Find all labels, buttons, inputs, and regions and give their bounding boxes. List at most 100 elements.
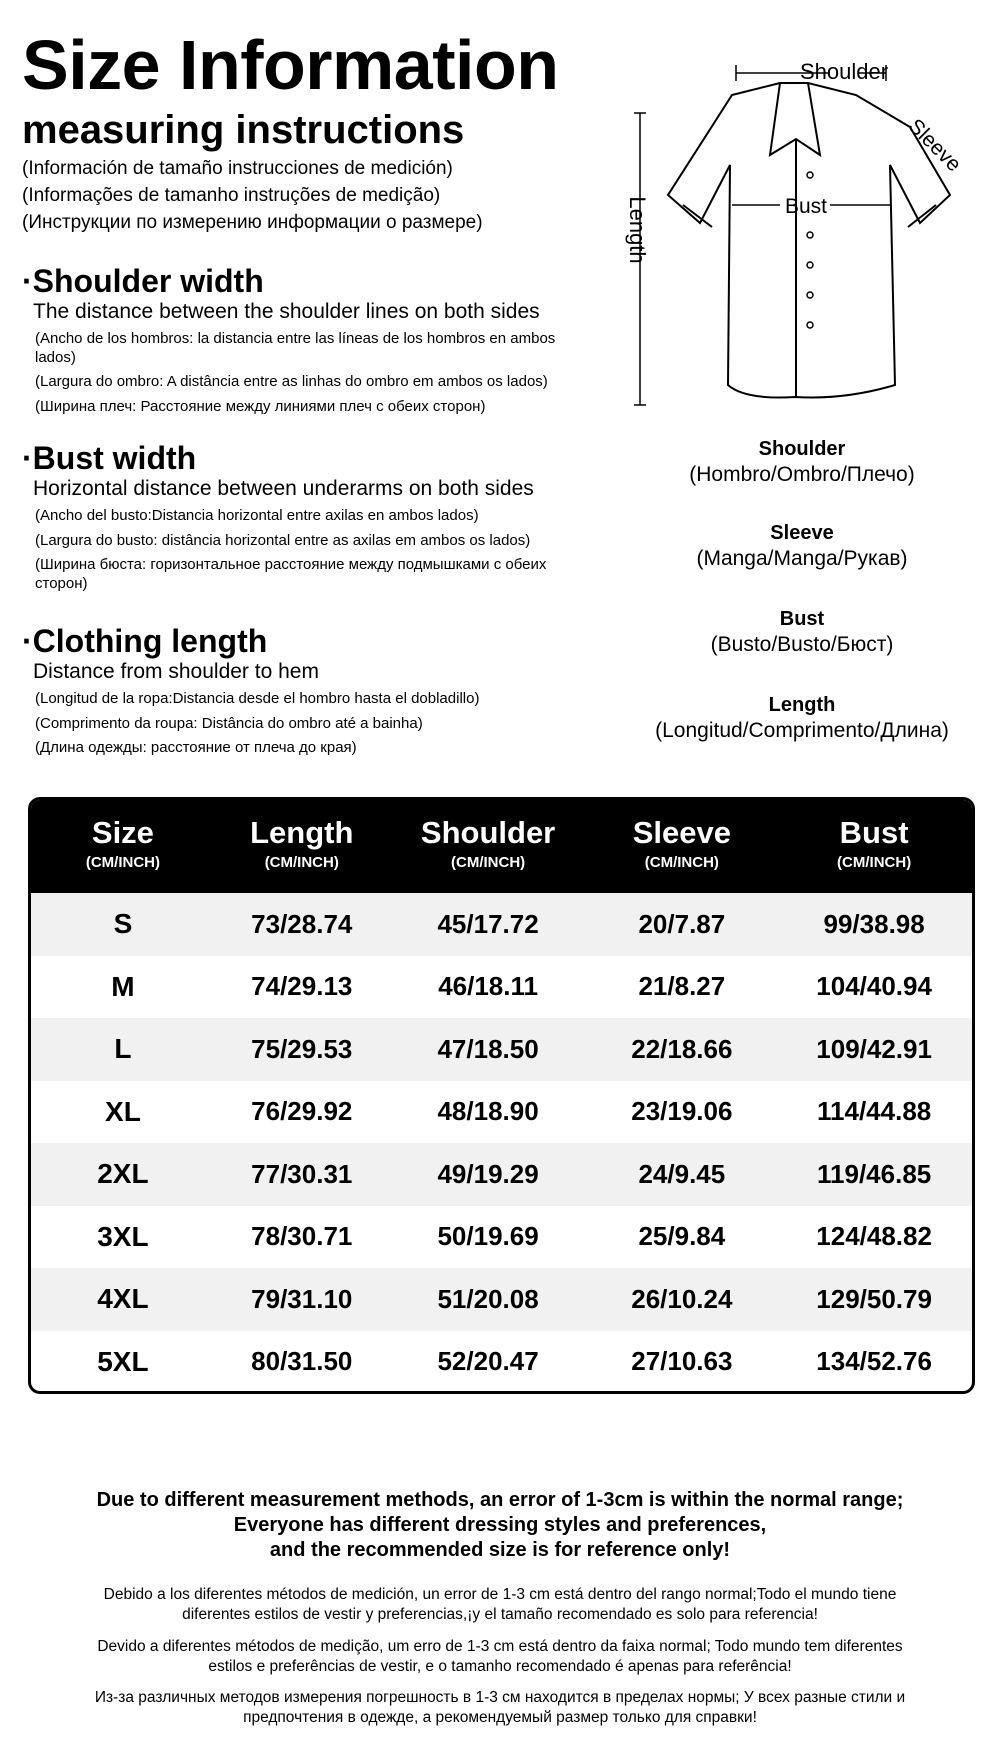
legend-name: Length xyxy=(768,694,836,716)
table-cell: 20/7.87 xyxy=(638,908,726,939)
page-subtitle: measuring instructions xyxy=(22,108,465,152)
table-cell: 49/19.29 xyxy=(437,1158,539,1189)
column-unit: (CM/INCH) xyxy=(644,854,719,872)
legend-length: Length (Longitud/Comprimento/Длина) xyxy=(632,694,972,743)
disclaimer-es: Debido a los diferentes métodos de medic… xyxy=(103,1586,897,1624)
disclaimer-line: Everyone has different dressing styles a… xyxy=(233,1514,767,1536)
column-title: Sleeve xyxy=(632,815,731,850)
disclaimer-line: Due to different measurement methods, an… xyxy=(96,1489,904,1511)
section-shoulder-width: ·Shoulder width The distance between the… xyxy=(22,263,582,417)
table-body: S 73/28.74 45/17.72 20/7.87 99/38.98 M 74/29.1… xyxy=(31,893,972,1392)
column-title: Bust xyxy=(839,815,909,850)
disclaimer-line: and the recommended size is for referenc… xyxy=(269,1539,731,1561)
column-title: Shoulder xyxy=(420,815,556,850)
legend-translation: (Busto/Busto/Бюст) xyxy=(710,633,894,656)
disclaimer-ru: Из-за различных методов измерения погреш… xyxy=(94,1689,906,1727)
table-cell: 99/38.98 xyxy=(823,908,925,939)
table-cell: 73/28.74 xyxy=(251,908,353,939)
column-header-bust: Bust (CM/INCH) xyxy=(776,800,972,893)
table-cell: 104/40.94 xyxy=(816,971,932,1002)
disclaimer: Due to different measurement methods, an… xyxy=(0,1488,1000,1563)
section-description: The distance between the shoulder lines … xyxy=(33,299,540,323)
table-row: M 74/29.13 46/18.11 21/8.27 104/40.94 xyxy=(31,956,972,1019)
column-header-sleeve: Sleeve (CM/INCH) xyxy=(587,800,776,893)
column-title: Length xyxy=(250,815,354,850)
table-cell: M xyxy=(111,970,135,1002)
section-translation: (Ширина плеч: Расстояние между линиями п… xyxy=(35,398,486,416)
column-header-size: Size (CM/INCH) xyxy=(31,800,215,893)
table-cell: XL xyxy=(105,1095,141,1127)
legend-translation: (Hombro/Ombro/Плечо) xyxy=(689,463,915,486)
size-table: Size (CM/INCH) Length (CM/INCH) Shoulder (CM/… xyxy=(28,797,975,1394)
column-header-length: Length (CM/INCH) xyxy=(215,800,389,893)
section-title: ·Shoulder width xyxy=(22,263,264,299)
section-translation: (Longitud de la ropa:Distancia desde el … xyxy=(35,689,480,707)
diagram-bust-label: Bust xyxy=(785,195,827,218)
table-cell: 21/8.27 xyxy=(638,971,726,1002)
legend-shoulder: Shoulder (Hombro/Ombro/Плечо) xyxy=(632,438,972,487)
table-row: 4XL 79/31.10 51/20.08 26/10.24 129/50.79 xyxy=(31,1268,972,1331)
table-cell: 27/10.63 xyxy=(631,1346,733,1377)
table-cell: 124/48.82 xyxy=(816,1221,932,1252)
table-cell: 4XL xyxy=(97,1283,149,1315)
subtitle-translation-pt: (Informações de tamanho instruções de me… xyxy=(22,185,441,206)
table-cell: 47/18.50 xyxy=(437,1033,539,1064)
shirt-diagram: Shoulder Bust Length Sleeve xyxy=(625,59,965,406)
table-cell: 129/50.79 xyxy=(816,1283,932,1314)
table-cell: 78/30.71 xyxy=(251,1221,353,1252)
table-cell: 25/9.84 xyxy=(638,1221,726,1252)
column-unit: (CM/INCH) xyxy=(264,854,339,872)
table-cell: 74/29.13 xyxy=(251,971,353,1002)
table-cell: 52/20.47 xyxy=(437,1346,539,1377)
section-translation: (Длина одежды: расстояние от плеча до кр… xyxy=(35,739,357,757)
table-header: Size (CM/INCH) Length (CM/INCH) Shoulder (CM/… xyxy=(31,800,972,893)
table-cell: 45/17.72 xyxy=(437,908,539,939)
column-unit: (CM/INCH) xyxy=(837,854,912,872)
subtitle-translation-ru: (Инструкции по измерению информации о ра… xyxy=(22,212,483,233)
table-row: 3XL 78/30.71 50/19.69 25/9.84 124/48.82 xyxy=(31,1206,972,1269)
table-cell: 2XL xyxy=(97,1158,149,1190)
section-description: Distance from shoulder to hem xyxy=(33,659,319,683)
table-cell: 5XL xyxy=(97,1345,149,1377)
table-cell: 22/18.66 xyxy=(631,1033,733,1064)
column-unit: (CM/INCH) xyxy=(85,854,160,872)
section-clothing-length: ·Clothing length Distance from shoulder … xyxy=(22,623,582,758)
section-description: Horizontal distance between underarms on… xyxy=(33,476,534,500)
diagram-shoulder-label: Shoulder xyxy=(800,59,888,84)
column-unit: (CM/INCH) xyxy=(451,854,526,872)
table-row: S 73/28.74 45/17.72 20/7.87 99/38.98 xyxy=(31,893,972,956)
table-cell: 119/46.85 xyxy=(817,1158,932,1189)
section-translation: (Largura do ombro: A distância entre as … xyxy=(35,373,548,391)
table-cell: 51/20.08 xyxy=(437,1283,539,1314)
section-bust-width: ·Bust width Horizontal distance between … xyxy=(22,440,582,594)
subtitle-translation-es: (Información de tamaño instrucciones de … xyxy=(22,158,453,179)
table-cell: 75/29.53 xyxy=(251,1033,353,1064)
table-cell: 77/30.31 xyxy=(251,1158,353,1189)
table-cell: 48/18.90 xyxy=(437,1096,539,1127)
table-cell: 46/18.11 xyxy=(438,971,538,1002)
table-cell: 114/44.88 xyxy=(817,1096,932,1127)
column-title: Size xyxy=(91,815,154,850)
legend-translation: (Longitud/Comprimento/Длина) xyxy=(655,719,949,742)
table-cell: 80/31.50 xyxy=(251,1346,353,1377)
shirt-outline-icon xyxy=(666,82,952,399)
section-translation: (Ancho del busto:Distancia horizontal en… xyxy=(35,506,479,524)
legend-name: Sleeve xyxy=(770,522,834,544)
table-cell: 109/42.91 xyxy=(816,1033,932,1064)
page-title: Size Information xyxy=(22,26,559,104)
table-cell: 79/31.10 xyxy=(251,1283,353,1314)
table-cell: 134/52.76 xyxy=(816,1346,932,1377)
legend-translation: (Manga/Manga/Рукав) xyxy=(696,547,908,570)
disclaimer-pt: Devido a diferentes métodos de medição, … xyxy=(97,1638,903,1676)
column-header-shoulder: Shoulder (CM/INCH) xyxy=(389,800,588,893)
table-cell: 24/9.45 xyxy=(638,1158,726,1189)
diagram-length-label: Length xyxy=(625,196,650,263)
section-title: ·Clothing length xyxy=(22,623,268,659)
table-row: 2XL 77/30.31 49/19.29 24/9.45 119/46.85 xyxy=(31,1143,972,1206)
table-cell: 23/19.06 xyxy=(631,1096,733,1127)
table-row: XL 76/29.92 48/18.90 23/19.06 114/44.88 xyxy=(31,1081,972,1144)
legend-name: Shoulder xyxy=(758,438,846,460)
table-cell: 76/29.92 xyxy=(251,1096,353,1127)
table-row: 5XL 80/31.50 52/20.47 27/10.63 134/52.76 xyxy=(31,1331,972,1392)
section-title: ·Bust width xyxy=(22,440,197,476)
